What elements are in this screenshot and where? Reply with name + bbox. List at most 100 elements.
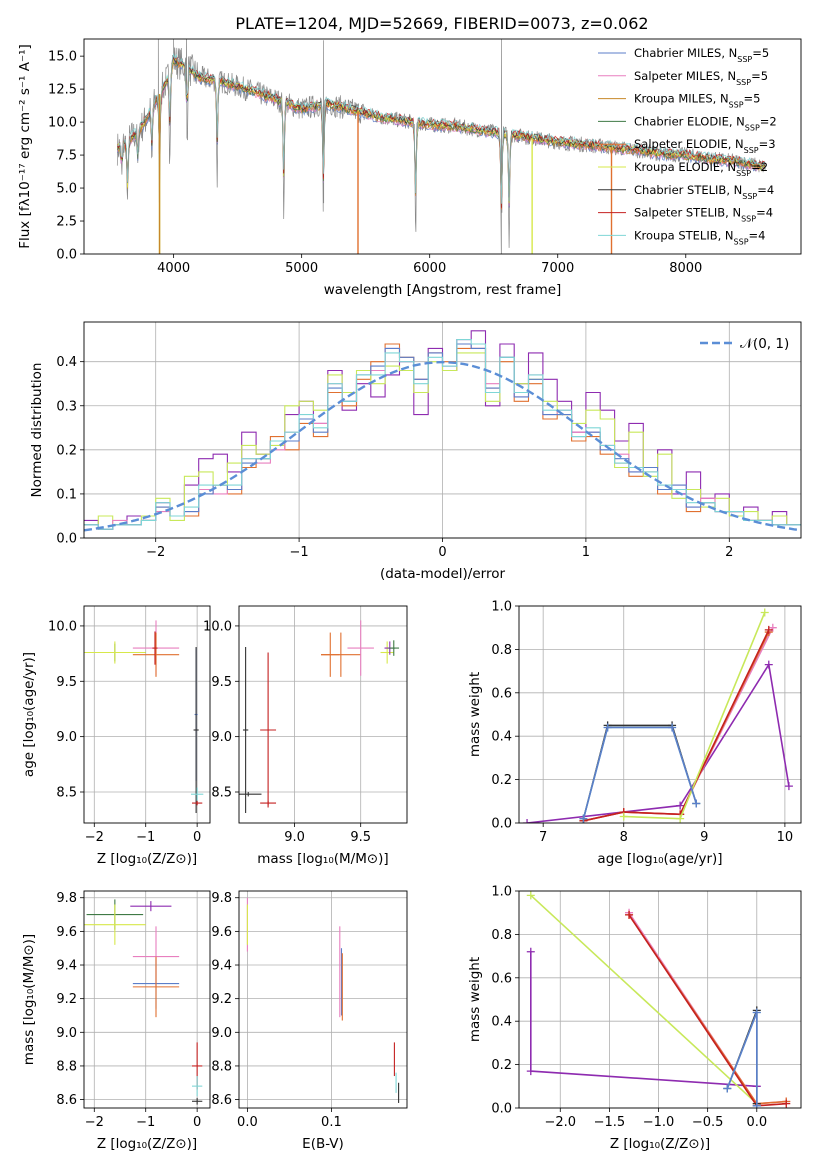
y-tick-label: 1.0 xyxy=(491,600,512,615)
x-tick-label: 6000 xyxy=(413,261,446,276)
y-tick-label: 0.3 xyxy=(56,399,77,414)
weight-series-6 xyxy=(726,1012,758,1106)
errorbar-point-7 xyxy=(190,787,204,801)
model-spectrum-0 xyxy=(116,59,766,210)
weight-marker xyxy=(723,1084,732,1093)
weight-series-7 xyxy=(726,1012,758,1106)
errorbar-point-4 xyxy=(152,631,158,665)
errorbar-point-7 xyxy=(380,641,394,664)
weight-marker xyxy=(526,947,535,956)
x-tick-label: 0 xyxy=(193,1115,201,1130)
x-tick-label: 0.0 xyxy=(746,1115,767,1130)
legend-nssp: =4 xyxy=(757,183,774,197)
legend-subscript: SSP xyxy=(745,123,760,132)
panel-age_vs_mass: 9.0 9.5 8.5 9.0 9.5 10.0 mass [log₁₀(M/M⊙)] xyxy=(203,605,408,867)
errorbar-point-3 xyxy=(132,632,180,677)
y-tick-label: 5.0 xyxy=(56,182,77,197)
y-tick-label: 10.0 xyxy=(48,619,77,634)
legend-label: 𝒩(0, 1) xyxy=(740,336,789,352)
legend: Chabrier MILES, NSSP=5 Salpeter MILES, NS… xyxy=(598,46,777,246)
weight-series-7 xyxy=(582,726,698,819)
weight-series-1 xyxy=(583,627,774,822)
legend: 𝒩(0, 1) xyxy=(700,336,789,352)
panels: 4000 5000 6000 7000 80000.02.55.07.510.012.5… xyxy=(17,38,802,1152)
y-tick-label: 0.0 xyxy=(491,817,512,832)
weight-series-2 xyxy=(583,631,770,822)
y-tick-label: 8.6 xyxy=(211,1093,232,1108)
legend-label: Chabrier ELODIE, NSSP=2 xyxy=(634,114,777,131)
x-tick-label: 10 xyxy=(777,830,794,845)
axes-frame xyxy=(518,890,802,1109)
x-tick-label: −1.5 xyxy=(594,1115,626,1130)
x-axis-label: age [log₁₀(age/yr)] xyxy=(597,851,722,867)
weight-marker xyxy=(619,812,628,821)
legend-label: Chabrier STELIB, NSSP=4 xyxy=(634,183,774,201)
y-axis-label: mass [log₁₀(M/M⊙)] xyxy=(21,934,37,1065)
weight-marker xyxy=(526,1067,535,1076)
x-tick-label: 2 xyxy=(725,545,733,560)
legend-nssp: =4 xyxy=(756,206,773,220)
legend-label: Salpeter STELIB, NSSP=4 xyxy=(634,206,773,224)
legend-nssp: =2 xyxy=(760,114,777,128)
errorbar-point-8 xyxy=(192,1097,203,1105)
x-tick-label: −0.5 xyxy=(692,1115,724,1130)
weight-series-1 xyxy=(530,894,758,1105)
errorbar-point-8 xyxy=(192,800,203,806)
x-axis-label: Z [log₁₀(Z/Z⊙)] xyxy=(97,1136,197,1152)
legend-nssp: =3 xyxy=(759,137,776,151)
x-tick-label: −1 xyxy=(136,1115,155,1130)
legend-subscript: SSP xyxy=(736,77,751,86)
x-tick-label: 8000 xyxy=(669,261,702,276)
x-tick-label: 9.0 xyxy=(284,830,305,845)
y-tick-label: 10.0 xyxy=(203,619,232,634)
y-tick-label: 0.1 xyxy=(56,487,77,502)
axes-frame xyxy=(518,605,802,824)
x-tick-label: 7 xyxy=(539,830,547,845)
x-tick-label: −2 xyxy=(85,830,104,845)
legend-nssp: =2 xyxy=(751,160,768,174)
y-tick-label: 9.5 xyxy=(56,675,77,690)
errorbar-point-2 xyxy=(260,652,277,808)
weight-series-3 xyxy=(583,629,770,822)
panel-mass_weight_vs_age: 7 8 9 10 0.0 0.2 0.4 0.6 0.8 1.0 age [log₁₀(age/yr… xyxy=(467,600,802,867)
x-axis-label: Z [log₁₀(Z/Z⊙)] xyxy=(610,1136,710,1152)
x-tick-label: 8 xyxy=(620,830,628,845)
weight-marker xyxy=(752,1101,761,1108)
y-tick-label: 9.8 xyxy=(211,891,232,906)
plot-area xyxy=(526,891,791,1108)
axes-frame xyxy=(83,890,211,1109)
y-tick-label: 9.0 xyxy=(56,730,77,745)
x-axis-label: (data-model)/error xyxy=(380,566,506,582)
y-tick-label: 0.6 xyxy=(491,686,512,701)
weight-marker xyxy=(676,814,685,823)
y-tick-label: 9.8 xyxy=(56,891,77,906)
x-tick-label: 1 xyxy=(582,545,590,560)
y-tick-label: 8.8 xyxy=(56,1059,77,1074)
x-tick-label: 9.5 xyxy=(350,830,371,845)
x-tick-label: 4000 xyxy=(157,261,190,276)
y-tick-label: 9.6 xyxy=(211,925,232,940)
errorbar-point-5 xyxy=(321,632,361,677)
y-tick-label: 7.5 xyxy=(56,149,77,164)
panel-age_vs_Z: −2 −1 0 8.5 9.0 9.5 10.0 Z [log₁₀(Z/Z⊙)] age [lo… xyxy=(21,605,211,867)
weight-marker xyxy=(523,819,532,823)
y-tick-label: 8.5 xyxy=(211,786,232,801)
y-tick-label: 9.0 xyxy=(56,1026,77,1041)
axes-frame xyxy=(238,605,408,824)
errorbar-point-9 xyxy=(388,640,400,656)
x-axis-label: E(B-V) xyxy=(302,1136,344,1152)
y-tick-label: 9.6 xyxy=(56,925,77,940)
y-tick-label: 8.6 xyxy=(56,1093,77,1108)
weight-marker xyxy=(625,910,634,919)
x-tick-label: 0 xyxy=(193,830,201,845)
legend-subscript: SSP xyxy=(741,214,756,223)
y-axis-label: mass weight xyxy=(467,957,483,1042)
y-tick-label: 0.2 xyxy=(491,773,512,788)
plot-area xyxy=(84,899,203,1105)
x-tick-label: −1.0 xyxy=(643,1115,675,1130)
x-tick-label: −1 xyxy=(290,545,309,560)
y-tick-label: 1.0 xyxy=(491,885,512,900)
x-axis-label: mass [log₁₀(M/M⊙)] xyxy=(257,851,388,867)
x-tick-label: 0 xyxy=(438,545,446,560)
